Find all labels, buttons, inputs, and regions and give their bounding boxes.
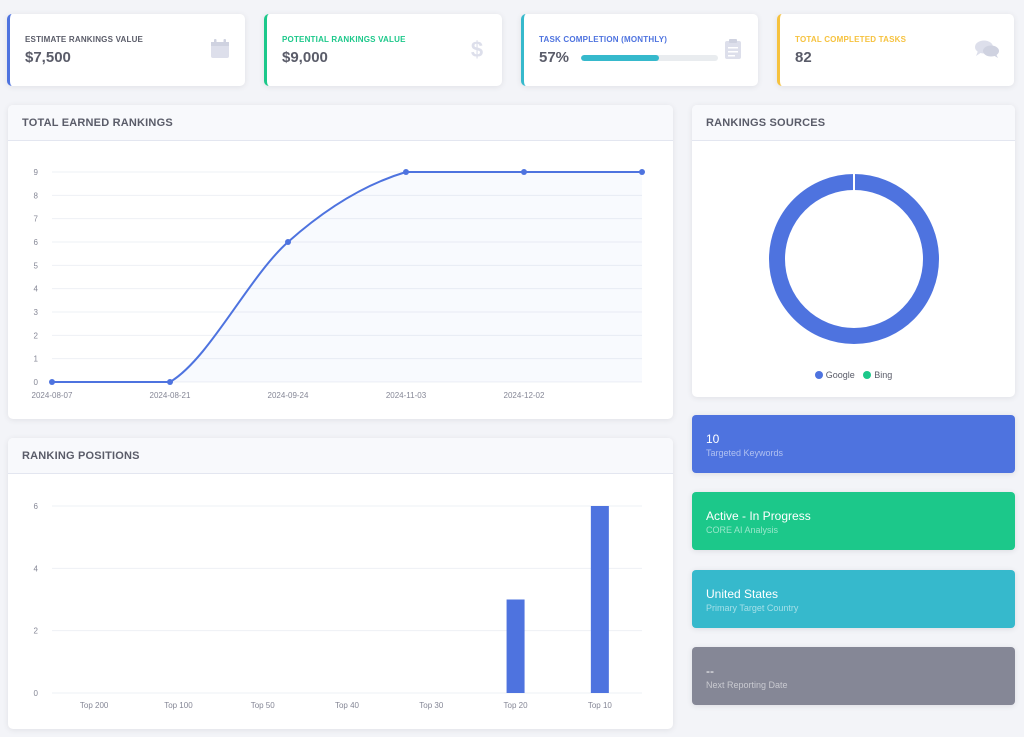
data-point	[521, 169, 527, 175]
card-title: RANKING POSITIONS	[8, 438, 673, 474]
svg-text:$: $	[471, 38, 483, 60]
y-tick-label: 2	[34, 627, 39, 636]
bar	[590, 506, 609, 693]
y-tick-label: 1	[34, 355, 39, 364]
line-area-fill	[52, 172, 642, 382]
dollar-icon: $	[471, 38, 483, 60]
x-tick-label: 2024-09-24	[268, 391, 309, 400]
ranking-positions-card: RANKING POSITIONS 0 2 4 6 Top 200 Top 100 Top …	[8, 438, 673, 729]
x-tick-label: 2024-11-03	[386, 391, 427, 400]
stat-target-country: United States Primary Target Country	[692, 570, 1015, 628]
series-line	[52, 171, 642, 383]
earned-rankings-card: TOTAL EARNED RANKINGS 0 1 2 3 4 5 6 7 8 9 2024-08-…	[8, 105, 673, 419]
x-tick-label: 2024-12-02	[504, 391, 545, 400]
y-tick-label: 3	[34, 308, 39, 317]
kpi-completed-tasks: TOTAL COMPLETED TASKS 82	[777, 14, 1014, 86]
data-point	[49, 379, 55, 385]
stat-analysis-status: Active - In Progress CORE AI Analysis	[692, 492, 1015, 550]
card-title: RANKINGS SOURCES	[692, 105, 1015, 141]
stat-next-reporting-date: -- Next Reporting Date	[692, 647, 1015, 705]
y-tick-label: 6	[34, 238, 39, 247]
kpi-label: POTENTIAL RANKINGS VALUE	[282, 35, 406, 44]
y-tick-label: 2	[34, 331, 39, 340]
kpi-label: TOTAL COMPLETED TASKS	[795, 35, 907, 44]
rankings-sources-donut-chart	[769, 173, 939, 344]
kpi-value: $7,500	[25, 49, 71, 66]
bar	[506, 599, 525, 693]
donut-legend: Google Bing	[692, 370, 1015, 380]
legend-item-bing[interactable]: Bing	[863, 370, 892, 380]
y-tick-label: 6	[34, 502, 39, 511]
stat-subtitle: Targeted Keywords	[706, 448, 784, 458]
stat-title: Active - In Progress	[706, 509, 811, 523]
kpi-value: 82	[795, 49, 812, 66]
data-point	[285, 239, 291, 245]
card-title: TOTAL EARNED RANKINGS	[8, 105, 673, 141]
x-tick-label: Top 20	[504, 701, 529, 710]
kpi-task-completion: TASK COMPLETION (MONTHLY) 57%	[521, 14, 758, 86]
stat-title: United States	[706, 587, 779, 601]
x-tick-label: Top 40	[335, 701, 360, 710]
x-tick-label: Top 200	[80, 701, 109, 710]
donut-slice	[769, 174, 939, 344]
y-tick-label: 8	[34, 191, 39, 200]
y-tick-label: 0	[34, 689, 39, 698]
y-tick-label: 0	[34, 378, 39, 387]
comments-icon	[975, 40, 999, 58]
stat-targeted-keywords: 10 Targeted Keywords	[692, 415, 1015, 473]
ranking-positions-bar-chart: 0 2 4 6 Top 200 Top 100 Top 50 Top 40 Top 30 Top …	[34, 502, 642, 710]
kpi-estimate-value: ESTIMATE RANKINGS VALUE $7,500	[7, 14, 245, 86]
legend-label: Bing	[874, 370, 893, 380]
kpi-potential-value: POTENTIAL RANKINGS VALUE $9,000 $	[264, 14, 502, 86]
legend-swatch-google	[814, 371, 823, 379]
y-tick-label: 5	[34, 261, 39, 270]
data-point	[403, 169, 409, 175]
task-progress-bar	[581, 55, 718, 61]
x-tick-label: Top 10	[588, 701, 613, 710]
earned-rankings-line-chart: 0 1 2 3 4 5 6 7 8 9 2024-08-07 2024-08-21 2024-09-24…	[32, 168, 645, 400]
x-tick-label: 2024-08-21	[150, 391, 191, 400]
x-tick-label: Top 30	[419, 701, 444, 710]
data-point	[167, 379, 173, 385]
legend-item-google[interactable]: Google	[814, 370, 855, 380]
y-tick-label: 9	[34, 168, 39, 177]
stat-subtitle: Next Reporting Date	[706, 680, 788, 690]
stat-title: 10	[706, 432, 720, 446]
clipboard-icon	[725, 39, 741, 59]
data-point	[639, 169, 645, 175]
y-tick-label: 4	[34, 285, 39, 294]
x-tick-label: Top 50	[251, 701, 276, 710]
stat-subtitle: Primary Target Country	[706, 603, 799, 613]
x-tick-label: 2024-08-07	[32, 391, 73, 400]
stat-title: --	[706, 664, 714, 678]
legend-swatch-bing	[863, 371, 872, 379]
x-tick-label: Top 100	[164, 701, 193, 710]
y-tick-label: 7	[34, 215, 39, 224]
kpi-value: $9,000	[282, 49, 328, 66]
task-progress-fill	[581, 55, 660, 61]
y-tick-label: 4	[34, 564, 39, 573]
stat-subtitle: CORE AI Analysis	[706, 525, 779, 535]
rankings-sources-card: RANKINGS SOURCES Google Bing	[692, 105, 1015, 397]
kpi-label: ESTIMATE RANKINGS VALUE	[25, 35, 144, 44]
kpi-label: TASK COMPLETION (MONTHLY)	[539, 35, 668, 44]
kpi-value: 57%	[539, 49, 570, 66]
calendar-icon	[211, 39, 229, 58]
legend-label: Google	[825, 370, 855, 380]
